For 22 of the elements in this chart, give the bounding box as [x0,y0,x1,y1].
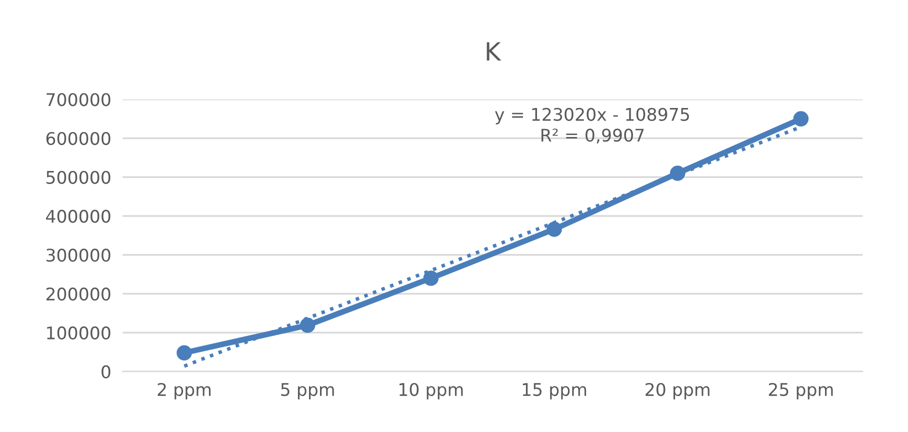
y-tick-label: 500000 [46,170,110,184]
y-tick-label: 400000 [46,210,110,223]
y-tick-label: 300000 [46,248,110,262]
chart-title: K [486,42,502,60]
x-tick-label: 25 ppm [768,382,833,400]
point [546,222,562,237]
point [670,166,686,181]
annotation: y = 123020x - 108975 R² = 0,9907 [495,108,689,144]
x-tick-label: 2 ppm [158,382,211,400]
y-tick-label: 700000 [46,93,110,106]
point [300,318,316,333]
x-tick-label: 5 ppm [281,383,334,400]
y-tick-label: 200000 [46,287,110,301]
x-tick-label: 15 ppm [522,383,586,400]
point [176,345,192,360]
point [793,111,809,126]
x-tick-label: 20 ppm [646,382,710,400]
point [423,270,439,286]
y-tick-label: 600000 [46,132,110,146]
y-tick-label: 0 [102,365,110,378]
x-tick-label: 10 ppm [400,382,463,400]
y-tick-label: 100000 [47,326,110,340]
